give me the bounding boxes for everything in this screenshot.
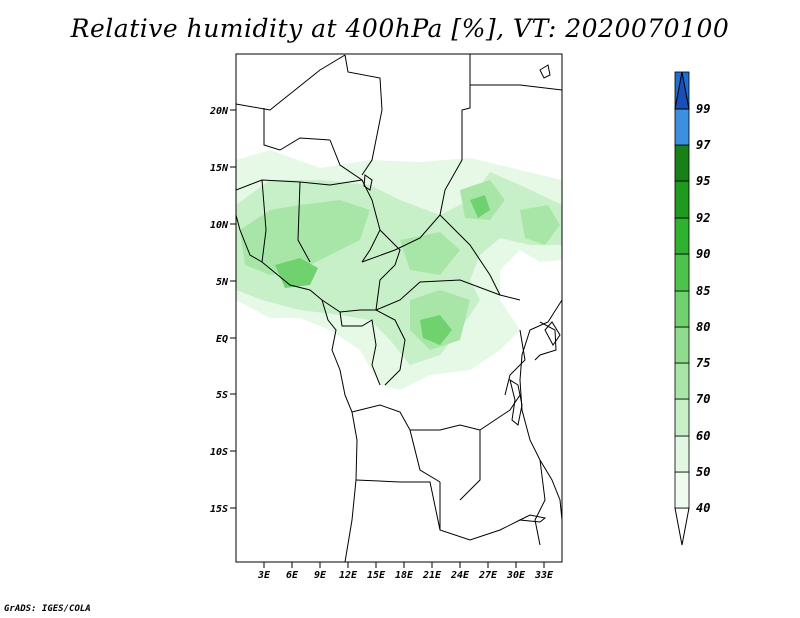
lat-tick-label: 20N — [209, 106, 229, 117]
coastlines-and-borders — [236, 54, 562, 562]
colorbar-label: 85 — [696, 284, 710, 298]
lat-tick-label: EQ — [216, 334, 228, 345]
lat-tick-label: 15N — [210, 163, 229, 174]
grads-credit: GrADS: IGES/COLA — [4, 604, 91, 614]
lon-tick-label: 30E — [506, 570, 526, 581]
colorbar-segment — [674, 471, 690, 509]
colorbar-label: 40 — [696, 501, 710, 515]
lon-tick-label: 18E — [395, 570, 414, 581]
lat-tick-label: 10S — [210, 447, 228, 458]
lat-tick-label: 15S — [210, 504, 228, 515]
lon-tick-label: 15E — [367, 570, 386, 581]
lon-tick-label: 27E — [478, 570, 498, 581]
colorbar-label: 90 — [696, 247, 710, 261]
lat-tick-label: 5S — [216, 390, 228, 401]
lon-tick-label: 3E — [257, 570, 271, 581]
latitude-axis: 20N 15N 10N 5N EQ 5S 10S 15S — [209, 106, 236, 515]
colorbar: 40 50 60 70 75 80 85 90 92 95 97 99 — [674, 71, 711, 546]
colorbar-segment — [674, 326, 690, 364]
colorbar-label: 97 — [696, 138, 711, 152]
lat-tick-label: 10N — [210, 220, 229, 231]
colorbar-segment — [674, 144, 690, 182]
colorbar-segment — [674, 290, 690, 328]
lon-tick-label: 24E — [450, 570, 470, 581]
colorbar-low-arrow — [674, 507, 690, 546]
lon-tick-label: 21E — [422, 570, 442, 581]
lon-tick-label: 6E — [286, 570, 299, 581]
colorbar-label: 60 — [696, 429, 710, 443]
colorbar-label: 92 — [696, 211, 710, 225]
colorbar-segment — [674, 253, 690, 292]
map-frame — [235, 53, 563, 563]
colorbar-label: 95 — [696, 174, 710, 188]
humidity-field — [236, 150, 562, 390]
map-title: Relative humidity at 400hPa [%], VT: 202… — [70, 14, 730, 43]
colorbar-segment — [674, 108, 690, 146]
colorbar-label: 80 — [696, 320, 710, 334]
colorbar-label: 50 — [696, 465, 710, 479]
colorbar-label: 99 — [696, 102, 710, 116]
colorbar-label: 75 — [696, 356, 710, 370]
colorbar-label: 70 — [696, 392, 710, 406]
humidity-band-high — [240, 180, 560, 350]
longitude-axis: 3E 6E 9E 12E 15E 18E 21E 24E 27E 30E 33E — [257, 562, 554, 581]
lon-tick-label: 9E — [314, 570, 327, 581]
lon-tick-label: 33E — [534, 570, 554, 581]
colorbar-segment — [674, 435, 690, 473]
colorbar-segment — [674, 217, 690, 255]
lat-tick-label: 5N — [216, 277, 229, 288]
colorbar-segment — [674, 398, 690, 437]
colorbar-segment — [674, 362, 690, 400]
colorbar-segment — [674, 180, 690, 219]
colorbar-high-arrow — [674, 71, 690, 110]
lon-tick-label: 12E — [339, 570, 358, 581]
